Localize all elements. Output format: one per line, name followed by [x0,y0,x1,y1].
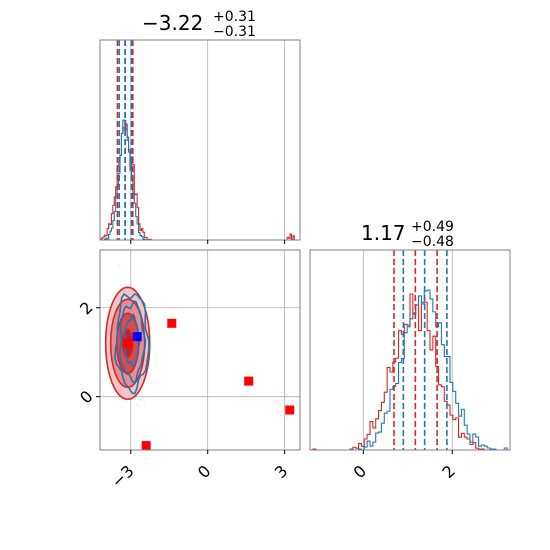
tl-frame [99,39,301,241]
param-1-title: −3.22 [142,11,203,35]
sample-point [118,264,120,267]
x-tick-label-param-2: 0 [350,461,371,482]
titles: −3.22 +0.31 −0.31 1.17 +0.49 −0.48 [142,9,454,250]
blue-contour-1 [118,300,147,385]
red-marker-3 [141,441,151,451]
sample-point [277,402,279,405]
y-tick-label-param-2: 2 [76,298,97,319]
blue-histogram-param-2 [310,289,510,451]
sample-point [143,401,146,404]
blue-histogram-param-1 [100,119,300,241]
bl-frame [99,249,301,451]
red-histogram-param-2 [310,293,510,451]
red-marker-4 [123,338,133,348]
param-1-upper-error: +0.31 [213,9,256,25]
sample-point [277,412,279,415]
red-marker-1 [244,376,254,386]
sample-point [287,393,289,395]
sample-point [280,391,283,394]
scatter-2d-panel: −3 0 3 0 2 [76,249,301,492]
br-frame [309,249,511,451]
x-tick-label-param-1: 0 [194,461,215,482]
x-tick-label-param-2: 2 [438,461,459,482]
sample-point [284,392,286,395]
y-tick-label-param-2: 0 [76,387,97,408]
x-tick-label-param-1: −3 [107,461,137,491]
x-tick-label-param-1: 3 [271,461,292,482]
sample-point [278,403,280,406]
sample-point [147,372,150,374]
histogram-param-1-panel [99,39,301,244]
param-1-median: −3.22 [142,11,203,35]
param-2-median: 1.17 [361,221,406,245]
sample-point [285,415,287,417]
sample-point [110,382,112,385]
sample-point [143,393,145,395]
red-histogram-param-1 [99,123,300,241]
param-1-lower-error: −0.31 [213,24,256,40]
sample-point [273,400,276,402]
sample-point [277,411,279,413]
red-marker-0 [167,318,177,328]
sample-point [135,398,137,400]
sample-point [139,405,141,408]
sample-point [280,414,282,416]
red-marker-2 [285,405,295,415]
sample-point [135,403,138,406]
param-2-upper-error: +0.49 [411,219,454,235]
blue-contour-0 [114,292,150,395]
sample-point [282,399,284,401]
param-2-lower-error: −0.48 [411,234,454,250]
sample-point [140,399,143,401]
blue-marker-0 [132,332,142,342]
sample-point [286,403,288,406]
param-2-title: 1.17 [361,221,406,245]
sample-point [286,400,288,403]
